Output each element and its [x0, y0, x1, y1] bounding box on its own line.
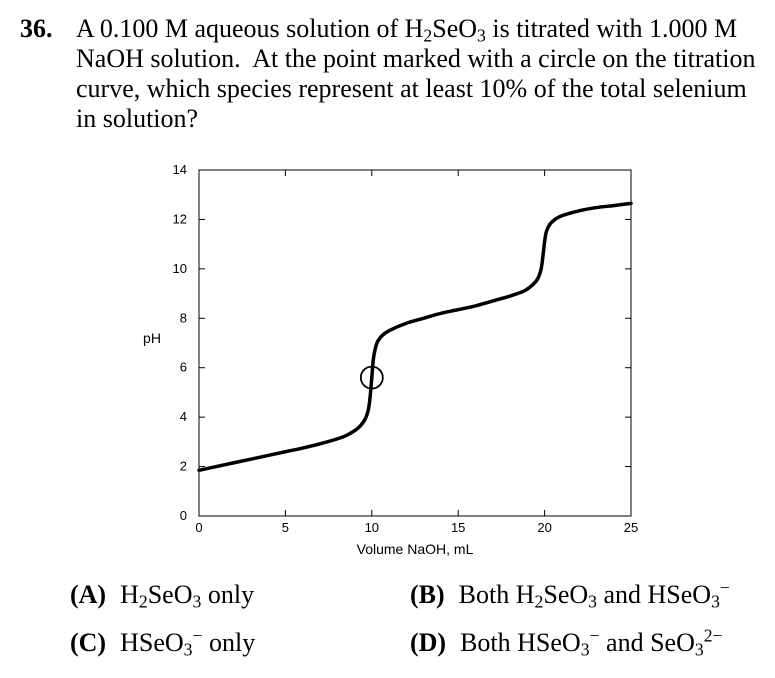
y-tick-label-10: 10: [173, 261, 187, 276]
y-tick-label-14: 14: [173, 162, 187, 177]
y-tick-label-4: 4: [180, 409, 187, 424]
option-d-text: Both HSeO3− and SeO32−: [460, 625, 723, 660]
x-tick-label-10: 10: [365, 520, 379, 535]
x-tick-label-0: 0: [195, 520, 202, 535]
axis-ticks: [198, 169, 632, 517]
y-tick-label-12: 12: [173, 211, 187, 226]
plot-frame: [198, 169, 632, 517]
option-b-letter: (B): [410, 580, 445, 609]
x-tick-label-25: 25: [624, 520, 638, 535]
option-a-text: H2SeO3 only: [120, 580, 255, 612]
option-c-text: HSeO3− only: [120, 625, 256, 660]
option-d-letter: (D): [410, 628, 447, 657]
titration-chart: 0 5 10 15 20 25 0 2 4 6 8 10 12 14 pH Volume NaOH, mL: [143, 162, 639, 557]
axes-box: [198, 169, 632, 517]
option-d[interactable]: (D) Both HSeO3− and SeO32−: [410, 625, 723, 660]
y-tick-label-0: 0: [180, 508, 187, 523]
option-c[interactable]: (C) HSeO3− only: [70, 625, 256, 660]
option-a[interactable]: (A) H2SeO3 only: [70, 580, 254, 610]
question-number: 36.: [20, 14, 53, 43]
axis-tick-labels: 0 5 10 15 20 25 0 2 4 6 8 10 12 14: [173, 162, 639, 535]
option-c-letter: (C): [70, 628, 107, 657]
y-tick-label-8: 8: [180, 310, 187, 325]
y-tick-label-2: 2: [180, 459, 187, 474]
option-b-text: Both H2SeO3 and HSeO3−: [458, 577, 730, 612]
y-tick-label-6: 6: [180, 360, 187, 375]
option-a-letter: (A): [70, 580, 107, 609]
x-tick-label-15: 15: [451, 520, 465, 535]
x-tick-label-20: 20: [537, 520, 551, 535]
option-b[interactable]: (B) Both H2SeO3 and HSeO3−: [410, 577, 730, 612]
x-axis-label: Volume NaOH, mL: [357, 541, 474, 557]
question-text: A 0.100 M aqueous solution of H2SeO3 is …: [76, 14, 756, 133]
series-layer: [197, 201, 633, 473]
titration-curve-line: [197, 201, 633, 473]
marked-point-circle: [359, 365, 384, 390]
x-tick-label-5: 5: [282, 520, 289, 535]
y-axis-label: pH: [143, 330, 161, 346]
